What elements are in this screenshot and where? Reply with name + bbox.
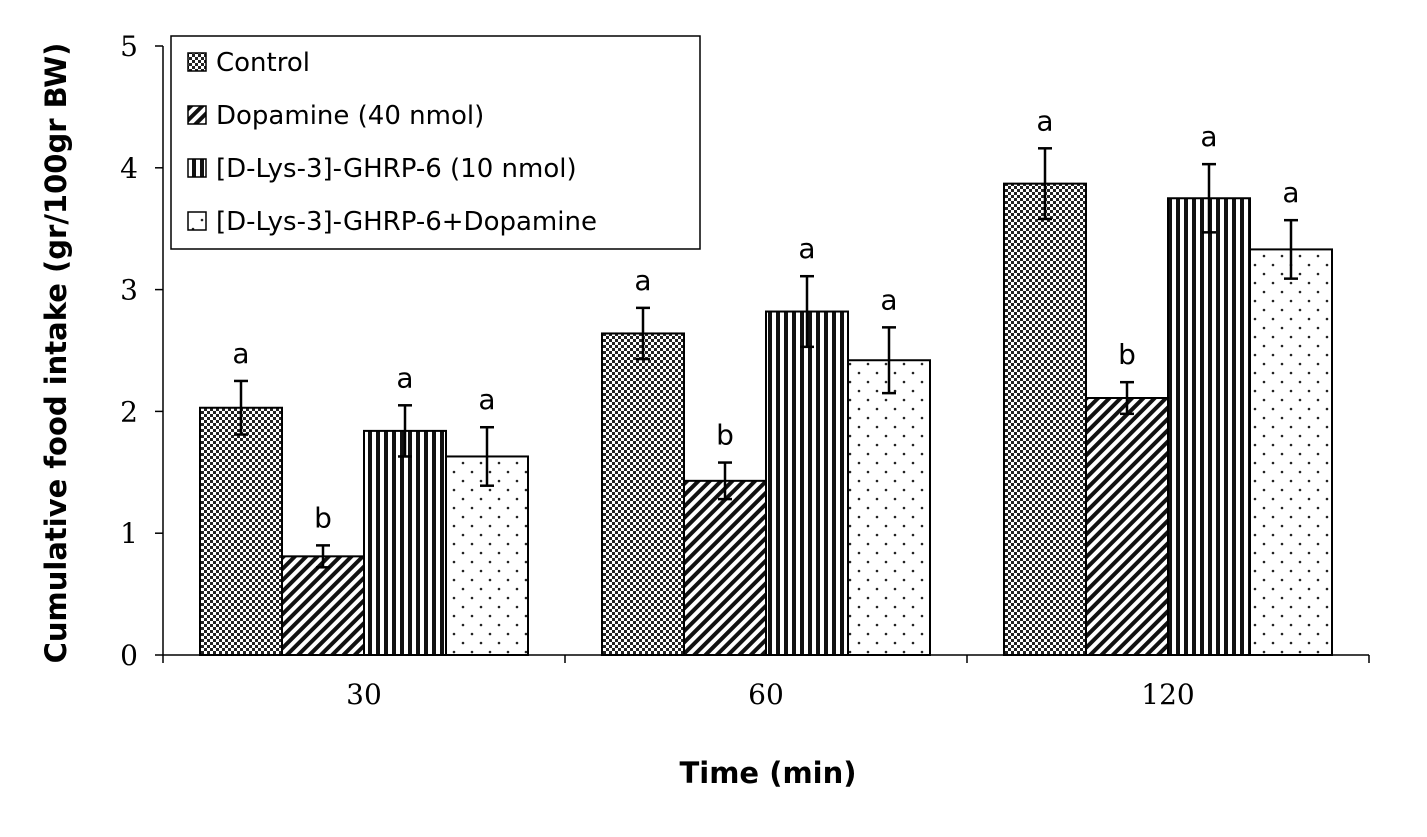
legend-swatch (187, 158, 207, 178)
legend-box (170, 35, 701, 250)
legend-swatch (187, 105, 207, 125)
legend-label: [D-Lys-3]-GHRP-6 (10 nmol) (216, 154, 577, 184)
significance-label: a (634, 264, 651, 297)
significance-label: a (396, 361, 413, 394)
bar (199, 406, 283, 656)
plot-area: 0 1 2 3 4 5 30 60 120 a a a b b b a a a a a a (120, 30, 1370, 711)
significance-label: a (798, 232, 815, 265)
legend-swatch (187, 211, 207, 231)
y-tick-label: 4 (120, 152, 138, 185)
bar (281, 555, 365, 656)
bar (601, 332, 685, 656)
legend: Control Dopamine (40 nmol) [D-Lys-3]-GHRP-… (170, 35, 701, 250)
y-tick-label: 0 (120, 639, 138, 672)
significance-label: a (232, 337, 249, 370)
x-axis-title: Time (min) (679, 756, 856, 790)
bar (765, 310, 849, 656)
bar (1003, 182, 1087, 656)
legend-label: [D-Lys-3]-GHRP-6+Dopamine (216, 207, 597, 237)
y-tick-label: 1 (120, 517, 138, 550)
significance-label: a (880, 283, 897, 316)
significance-label: a (1282, 176, 1299, 209)
significance-label: a (1036, 104, 1053, 137)
x-tick-label: 120 (1141, 678, 1194, 711)
significance-label: b (1118, 338, 1136, 371)
bar (1249, 248, 1333, 656)
bar (683, 479, 767, 656)
significance-label: a (478, 383, 495, 416)
bar (445, 455, 529, 656)
y-tick-label: 3 (120, 274, 138, 307)
y-tick-label: 5 (120, 30, 138, 63)
y-axis-title: Cumulative food intake (gr/100gr BW) (39, 43, 73, 664)
legend-label: Control (216, 48, 310, 78)
bar (1085, 397, 1169, 656)
significance-label: b (314, 501, 332, 534)
bar (363, 429, 447, 656)
significance-label: b (716, 419, 734, 452)
x-tick-label: 60 (748, 678, 784, 711)
legend-label: Dopamine (40 nmol) (216, 101, 484, 131)
significance-label: a (1200, 120, 1217, 153)
bar (847, 359, 931, 656)
x-tick-label: 30 (346, 678, 382, 711)
legend-swatch (187, 52, 207, 72)
y-tick-label: 2 (120, 395, 138, 428)
bar (1167, 197, 1251, 656)
